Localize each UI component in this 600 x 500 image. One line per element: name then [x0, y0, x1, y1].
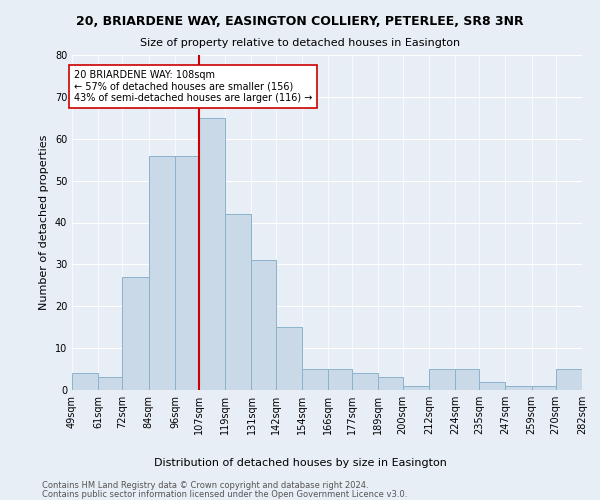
- Text: Size of property relative to detached houses in Easington: Size of property relative to detached ho…: [140, 38, 460, 48]
- Bar: [149, 156, 175, 390]
- Bar: [328, 369, 352, 390]
- Bar: [379, 378, 403, 390]
- Bar: [403, 386, 429, 390]
- Bar: [302, 369, 328, 390]
- Text: 20 BRIARDENE WAY: 108sqm
← 57% of detached houses are smaller (156)
43% of semi-: 20 BRIARDENE WAY: 108sqm ← 57% of detach…: [74, 70, 313, 103]
- Text: Contains public sector information licensed under the Open Government Licence v3: Contains public sector information licen…: [42, 490, 407, 499]
- Bar: [98, 378, 122, 390]
- Y-axis label: Number of detached properties: Number of detached properties: [39, 135, 49, 310]
- Bar: [505, 386, 532, 390]
- Bar: [251, 260, 275, 390]
- Bar: [479, 382, 505, 390]
- Bar: [122, 277, 149, 390]
- Bar: [225, 214, 251, 390]
- Text: 20, BRIARDENE WAY, EASINGTON COLLIERY, PETERLEE, SR8 3NR: 20, BRIARDENE WAY, EASINGTON COLLIERY, P…: [76, 15, 524, 28]
- Bar: [429, 369, 455, 390]
- Bar: [556, 369, 582, 390]
- Bar: [72, 373, 98, 390]
- Bar: [532, 386, 556, 390]
- Bar: [352, 373, 379, 390]
- Bar: [175, 156, 199, 390]
- Bar: [275, 327, 302, 390]
- Text: Contains HM Land Registry data © Crown copyright and database right 2024.: Contains HM Land Registry data © Crown c…: [42, 481, 368, 490]
- Text: Distribution of detached houses by size in Easington: Distribution of detached houses by size …: [154, 458, 446, 468]
- Bar: [455, 369, 479, 390]
- Bar: [199, 118, 225, 390]
